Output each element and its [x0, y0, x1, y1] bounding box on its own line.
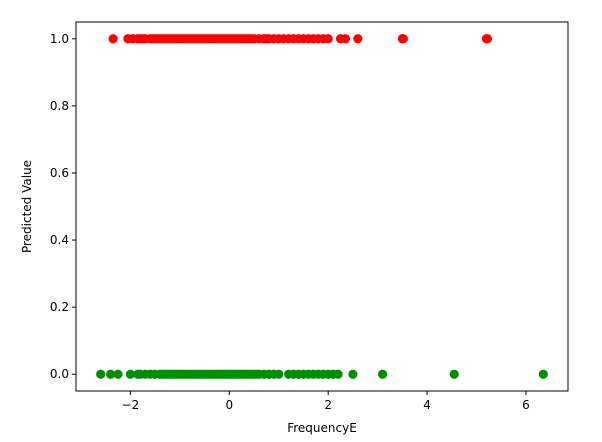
y-tick-label: 1.0 — [50, 32, 69, 46]
data-point — [106, 369, 116, 379]
data-point — [323, 34, 333, 44]
x-axis-label: FrequencyE — [287, 421, 357, 435]
data-point — [333, 369, 343, 379]
data-point — [113, 369, 123, 379]
data-point — [449, 369, 459, 379]
y-axis-label: Predicted Value — [20, 160, 34, 253]
data-point — [482, 34, 492, 44]
data-point — [108, 34, 118, 44]
y-axis-ticks: 0.0 0.2 0.4 0.6 0.8 1.0 — [50, 32, 76, 381]
data-markers — [96, 34, 548, 379]
x-tick-label: 0 — [225, 398, 233, 412]
x-tick-label: 4 — [423, 398, 431, 412]
plot-frame — [75, 21, 569, 392]
data-point — [340, 34, 351, 44]
data-point — [353, 34, 363, 44]
y-tick-label: 0.0 — [50, 367, 69, 381]
x-tick-label: 6 — [522, 398, 530, 412]
axes — [75, 21, 569, 392]
data-point — [125, 369, 135, 379]
data-point — [398, 34, 408, 44]
y-tick-label: 0.8 — [50, 99, 69, 113]
x-tick-label: −2 — [122, 398, 140, 412]
data-point — [274, 369, 284, 379]
x-tick-label: 2 — [324, 398, 332, 412]
data-point — [538, 369, 548, 379]
plot-background — [76, 22, 568, 391]
data-point — [96, 369, 106, 379]
y-tick-label: 0.6 — [50, 166, 69, 180]
x-axis-ticks: −2 0 2 4 6 — [122, 391, 530, 412]
y-tick-label: 0.2 — [50, 300, 69, 314]
data-point — [348, 369, 358, 379]
y-tick-label: 0.4 — [50, 233, 69, 247]
data-point — [377, 369, 388, 379]
